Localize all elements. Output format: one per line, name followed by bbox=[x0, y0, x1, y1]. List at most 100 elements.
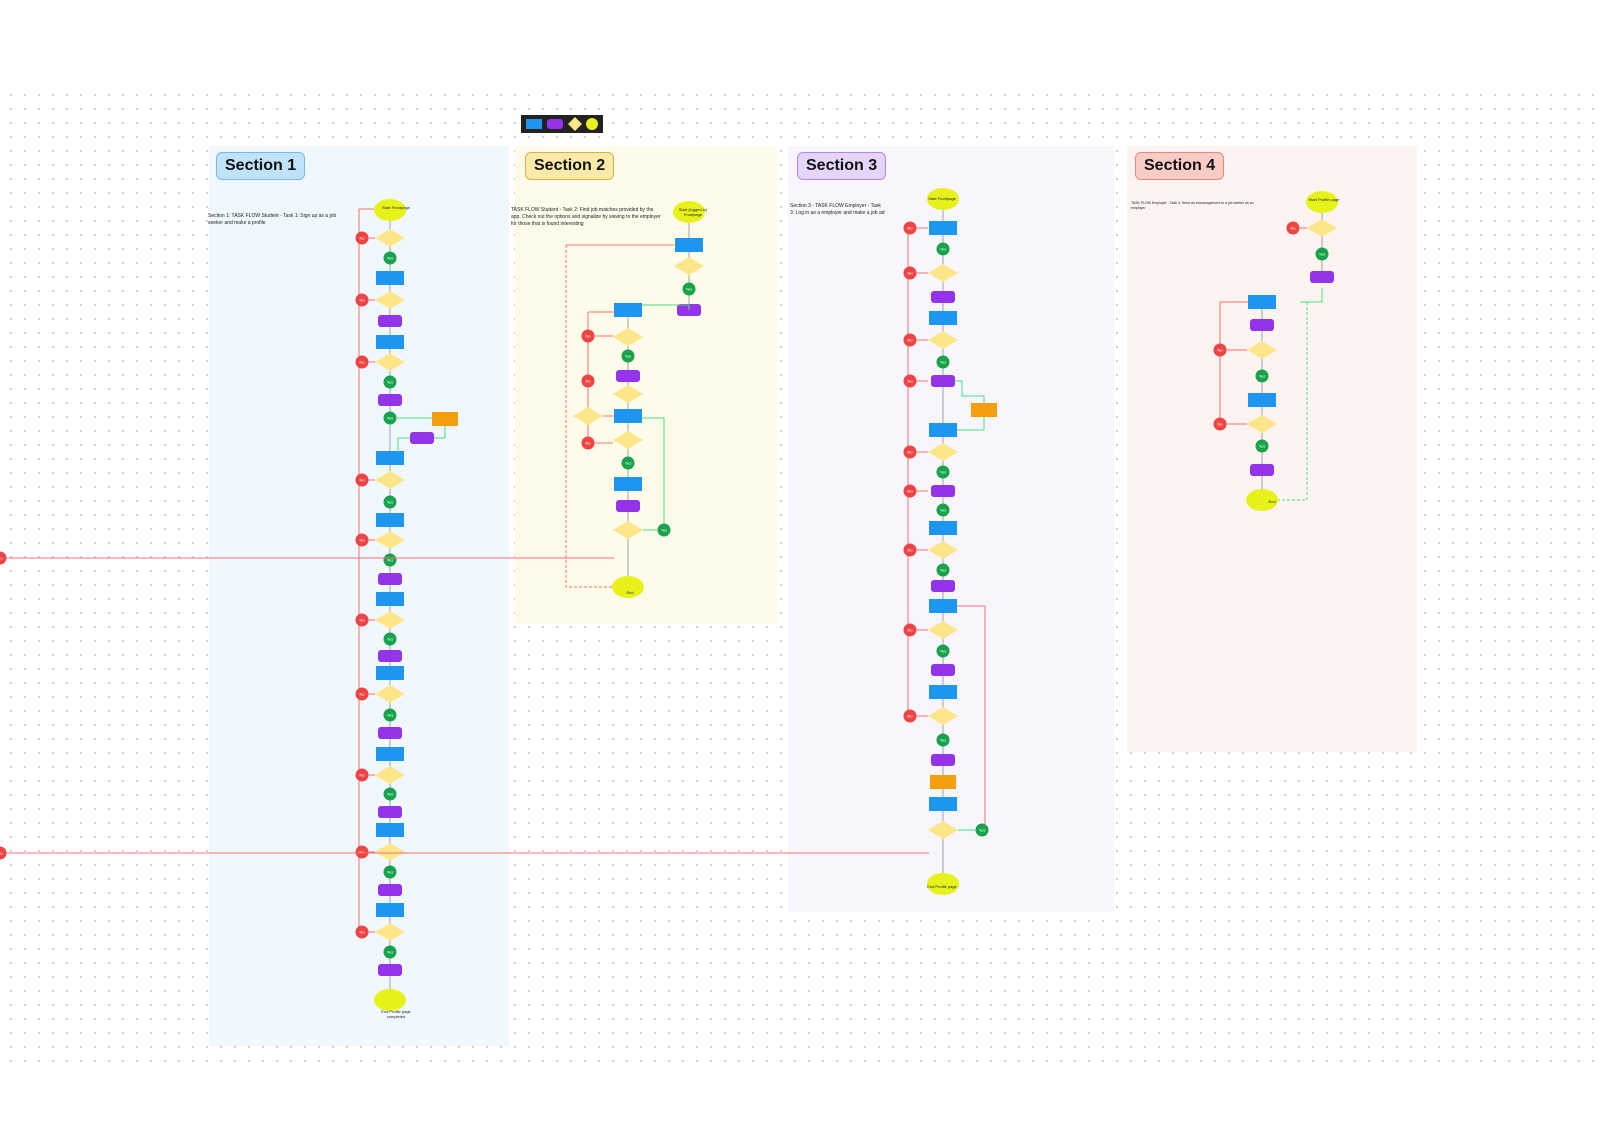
action-node bbox=[378, 806, 402, 818]
decision-node bbox=[375, 766, 405, 784]
decision-node bbox=[375, 291, 405, 309]
decision-node bbox=[613, 328, 643, 346]
no-node bbox=[0, 551, 7, 565]
no-label: No bbox=[0, 851, 3, 856]
decision-node bbox=[613, 385, 643, 403]
no-label: No bbox=[359, 930, 365, 935]
action-node bbox=[378, 315, 402, 327]
process-node bbox=[376, 335, 404, 349]
no-label: No bbox=[585, 441, 591, 446]
decision-node bbox=[375, 353, 405, 371]
no-node bbox=[581, 436, 595, 450]
process-node bbox=[614, 409, 642, 423]
no-node bbox=[903, 374, 917, 388]
connector-line bbox=[1275, 302, 1308, 501]
shape-legend bbox=[521, 115, 603, 133]
yes-label: Yes bbox=[979, 828, 986, 833]
section-3-start-label: Start Frontpage bbox=[928, 196, 956, 201]
process-node bbox=[614, 477, 642, 491]
external-node bbox=[930, 775, 956, 789]
no-label: No bbox=[585, 334, 591, 339]
no-node bbox=[581, 329, 595, 343]
section-2-title: Section 2 bbox=[525, 152, 615, 180]
yes-label: Yes bbox=[940, 360, 947, 365]
yes-node bbox=[383, 708, 397, 722]
action-node bbox=[931, 580, 955, 592]
action-node bbox=[616, 370, 640, 382]
decision-node bbox=[928, 264, 958, 282]
yes-label: Yes bbox=[940, 508, 947, 513]
yes-node bbox=[936, 503, 950, 517]
no-label: No bbox=[907, 628, 913, 633]
no-node bbox=[355, 231, 369, 245]
action-node bbox=[378, 394, 402, 406]
no-node bbox=[355, 925, 369, 939]
terminal-node bbox=[612, 576, 644, 598]
decision-node bbox=[613, 521, 643, 539]
yes-label: Yes bbox=[625, 461, 632, 466]
decision-node bbox=[928, 707, 958, 725]
external-node bbox=[432, 412, 458, 426]
no-node bbox=[903, 709, 917, 723]
yes-label: Yes bbox=[1259, 444, 1266, 449]
action-node bbox=[378, 650, 402, 662]
action-node bbox=[378, 884, 402, 896]
decision-node bbox=[928, 331, 958, 349]
no-node bbox=[581, 374, 595, 388]
yes-label: Yes bbox=[387, 500, 394, 505]
no-label: No bbox=[907, 379, 913, 384]
yes-node bbox=[1255, 369, 1269, 383]
connector-line bbox=[637, 304, 690, 310]
section-4-end-label: End bbox=[1268, 499, 1276, 504]
no-label: No bbox=[907, 714, 913, 719]
no-node bbox=[0, 846, 7, 860]
no-label: No bbox=[907, 548, 913, 553]
section-2-end-label: End bbox=[626, 590, 634, 595]
yes-label: Yes bbox=[387, 416, 394, 421]
yes-node bbox=[975, 823, 989, 837]
yes-label: Yes bbox=[940, 568, 947, 573]
process-node bbox=[376, 747, 404, 761]
no-node bbox=[903, 543, 917, 557]
yes-label: Yes bbox=[940, 738, 947, 743]
yes-label: Yes bbox=[387, 713, 394, 718]
no-label: No bbox=[907, 489, 913, 494]
yes-node bbox=[936, 465, 950, 479]
section-2-description: TASK FLOW Student - Task 2: Find job mat… bbox=[511, 207, 661, 227]
section-4-panel bbox=[1127, 146, 1417, 752]
connector-line bbox=[434, 426, 446, 439]
action-node bbox=[931, 754, 955, 766]
no-node bbox=[1213, 417, 1227, 431]
yes-label: Yes bbox=[661, 528, 668, 533]
action-node bbox=[410, 432, 434, 444]
process-node bbox=[376, 513, 404, 527]
decision-node bbox=[613, 431, 643, 449]
canvas-bottom-margin bbox=[0, 1065, 1599, 1137]
decision-node bbox=[375, 843, 405, 861]
yes-node bbox=[383, 865, 397, 879]
process-node bbox=[376, 666, 404, 680]
decision-node bbox=[375, 611, 405, 629]
yes-node bbox=[383, 945, 397, 959]
yes-label: Yes bbox=[940, 470, 947, 475]
process-node bbox=[376, 451, 404, 465]
process-node bbox=[1248, 295, 1276, 309]
action-node bbox=[1250, 464, 1274, 476]
no-label: No bbox=[359, 236, 365, 241]
connector-line bbox=[957, 417, 985, 431]
no-node bbox=[355, 293, 369, 307]
yes-label: Yes bbox=[1319, 252, 1326, 257]
process-node bbox=[929, 521, 957, 535]
yes-node bbox=[936, 644, 950, 658]
no-label: No bbox=[359, 618, 365, 623]
no-node bbox=[903, 484, 917, 498]
no-label: No bbox=[359, 360, 365, 365]
no-label: No bbox=[907, 338, 913, 343]
yes-node bbox=[936, 733, 950, 747]
yes-label: Yes bbox=[625, 354, 632, 359]
yes-label: Yes bbox=[387, 870, 394, 875]
action-node bbox=[931, 485, 955, 497]
yes-node bbox=[383, 632, 397, 646]
yes-node bbox=[936, 355, 950, 369]
